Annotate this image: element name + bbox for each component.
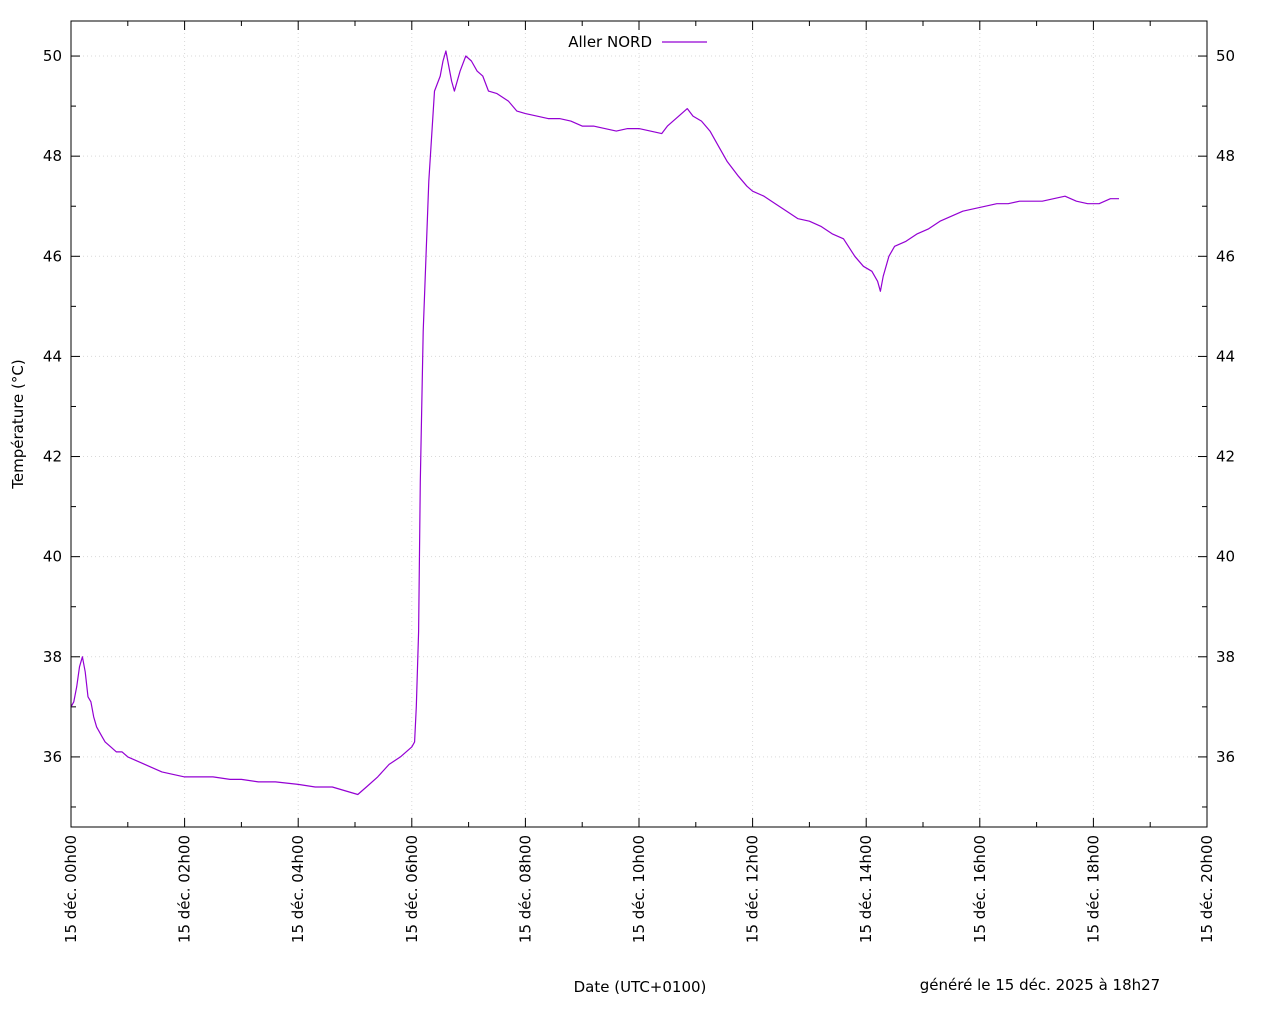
x-tick-label: 15 déc. 20h00	[1198, 835, 1216, 943]
y-tick-label-right: 42	[1216, 448, 1235, 466]
generation-note: généré le 15 déc. 2025 à 18h27	[920, 976, 1160, 994]
x-tick-label: 15 déc. 00h00	[62, 835, 80, 943]
x-tick-label: 15 déc. 12h00	[744, 835, 762, 943]
y-tick-label-right: 48	[1216, 147, 1235, 165]
x-tick-label: 15 déc. 06h00	[403, 835, 421, 943]
y-tick-label-right: 44	[1216, 347, 1235, 365]
y-tick-label-left: 50	[43, 47, 62, 65]
y-tick-label-right: 40	[1216, 548, 1235, 566]
x-tick-label: 15 déc. 08h00	[516, 835, 534, 943]
plot-frame	[70, 20, 1208, 828]
y-tick-label-right: 46	[1216, 247, 1235, 265]
y-tick-label-right: 38	[1216, 648, 1235, 666]
legend-label: Aller NORD	[568, 33, 652, 51]
x-tick-label: 15 déc. 04h00	[289, 835, 307, 943]
y-axis-label: Température (°C)	[9, 359, 27, 489]
tick-labels: 36 36 38 38 40 40 42 42 44 44 46 46 48 48 50 50 15 déc. …	[43, 47, 1235, 943]
plot-area	[70, 50, 1119, 796]
legend: Aller NORD	[568, 33, 707, 51]
y-tick-label-left: 40	[43, 548, 62, 566]
y-tick-label-left: 38	[43, 648, 62, 666]
x-tick-label: 15 déc. 16h00	[971, 835, 989, 943]
y-tick-label-left: 48	[43, 147, 62, 165]
x-tick-label: 15 déc. 02h00	[176, 835, 194, 943]
axis-ticks	[70, 21, 1208, 827]
x-tick-label: 15 déc. 14h00	[857, 835, 875, 943]
y-tick-label-left: 36	[43, 748, 62, 766]
grid	[70, 21, 1208, 827]
x-axis-label: Date (UTC+0100)	[574, 978, 707, 996]
y-tick-label-right: 50	[1216, 47, 1235, 65]
series-line	[70, 50, 1119, 796]
y-tick-label-right: 36	[1216, 748, 1235, 766]
y-tick-label-left: 44	[43, 347, 62, 365]
y-tick-label-left: 42	[43, 448, 62, 466]
x-tick-label: 15 déc. 10h00	[630, 835, 648, 943]
y-tick-label-left: 46	[43, 247, 62, 265]
x-tick-label: 15 déc. 18h00	[1084, 835, 1102, 943]
